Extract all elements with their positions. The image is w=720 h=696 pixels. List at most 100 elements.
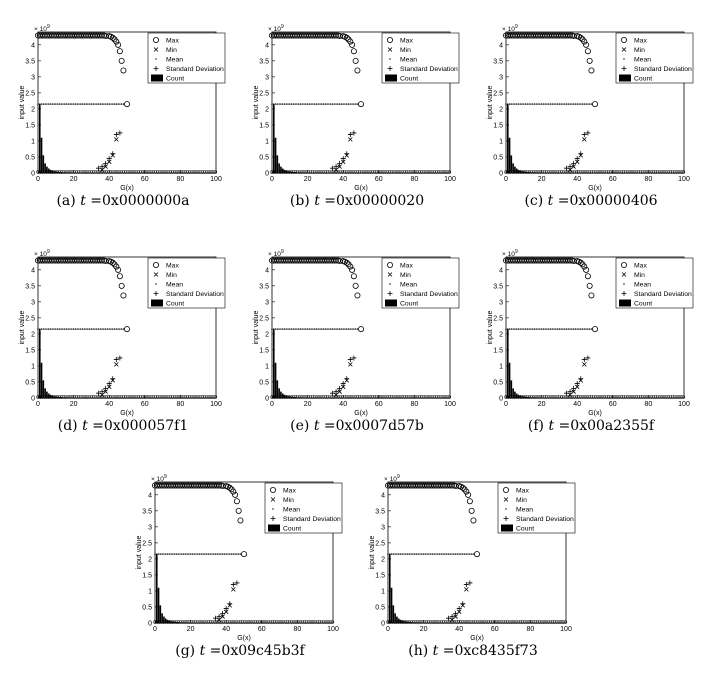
count-bar: [514, 391, 516, 398]
mean-marker: [46, 328, 48, 330]
max-marker: [433, 482, 440, 489]
std-series: [564, 355, 591, 396]
baseline-marker: [202, 395, 207, 399]
baseline-marker: [76, 170, 81, 174]
baseline-marker: [110, 170, 115, 174]
baseline-marker: [503, 620, 508, 624]
baseline-marker: [361, 395, 366, 399]
count-bar: [285, 170, 288, 173]
max-marker: [588, 292, 595, 299]
max-marker: [93, 257, 100, 264]
mean-marker: [335, 328, 337, 330]
legend-label: Max: [166, 38, 179, 45]
max-marker: [586, 57, 593, 64]
baseline-marker: [383, 395, 388, 399]
baseline-marker: [204, 170, 209, 174]
baseline-marker: [653, 170, 658, 174]
mean-marker: [99, 103, 102, 105]
baseline-marker: [127, 170, 132, 174]
baseline-marker: [244, 620, 249, 624]
mean-marker: [571, 103, 573, 105]
mean-marker: [155, 58, 157, 60]
mean-series: [271, 101, 365, 108]
mean-marker: [283, 328, 286, 330]
std-marker: [344, 151, 350, 157]
max-marker: [411, 482, 418, 489]
std-marker: [337, 385, 343, 391]
baseline-markers: [36, 395, 218, 399]
max-marker: [100, 32, 107, 39]
baseline-marker: [240, 620, 245, 624]
count-bar: [410, 622, 412, 623]
max-series: [268, 257, 361, 299]
baseline-marker: [527, 395, 532, 399]
mean-marker: [81, 328, 84, 330]
baseline-marker: [89, 395, 94, 399]
baseline-marker: [149, 170, 154, 174]
y-tick-label: 0: [265, 171, 269, 178]
max-marker: [536, 32, 543, 39]
mean-marker: [303, 103, 305, 105]
mean-marker: [83, 328, 85, 330]
y-exponent-label: × 10: [384, 476, 397, 483]
baseline-marker: [366, 395, 370, 399]
max-marker: [118, 57, 125, 64]
legend-label: Min: [166, 272, 177, 279]
baseline-markers: [36, 170, 218, 174]
baseline-marker: [189, 170, 194, 174]
baseline-marker: [465, 620, 469, 624]
mean-marker: [340, 103, 343, 105]
y-tick-label: 3: [381, 524, 385, 531]
baseline-marker: [447, 170, 452, 174]
mean-endpoint-marker: [474, 551, 481, 558]
max-series: [384, 482, 477, 524]
y-tick-label: 2.5: [493, 90, 503, 97]
baseline-marker: [664, 170, 669, 174]
baseline-marker: [408, 170, 413, 174]
std-marker: [330, 165, 336, 171]
caption-variable: t: [314, 193, 320, 209]
max-marker: [504, 257, 511, 264]
y-tick-label: 0.5: [259, 379, 269, 386]
mean-marker: [564, 103, 566, 105]
mean-marker: [576, 103, 578, 105]
max-marker: [519, 257, 526, 264]
max-marker: [295, 257, 302, 264]
max-marker: [207, 482, 214, 489]
max-marker: [270, 257, 277, 264]
y-tick-label: 1.5: [25, 122, 35, 129]
mean-marker: [67, 103, 69, 105]
mean-endpoint-marker: [358, 326, 365, 333]
baseline-marker: [585, 170, 590, 174]
mean-marker: [353, 103, 355, 105]
max-marker: [281, 32, 288, 39]
baseline-marker: [542, 395, 547, 399]
max-marker: [61, 32, 68, 39]
mean-marker: [85, 328, 87, 330]
x-tick-label: 80: [645, 401, 653, 408]
baseline-marker: [145, 395, 149, 399]
x-tick-label: 60: [491, 626, 499, 633]
baseline-marker: [475, 620, 480, 624]
max-marker: [302, 32, 309, 39]
max-marker: [232, 491, 239, 498]
caption-value: =0x09c45b3f: [205, 643, 305, 659]
baseline-marker: [212, 620, 217, 624]
max-marker: [43, 257, 50, 264]
mean-marker: [197, 553, 199, 555]
mean-marker: [521, 103, 523, 105]
mean-marker: [51, 103, 53, 105]
baseline-marker: [527, 170, 532, 174]
baseline-marker: [110, 395, 115, 399]
mean-marker: [324, 328, 327, 330]
y-tick-label: 3: [499, 299, 503, 306]
x-tick-label: 100: [678, 176, 690, 183]
chart-panel: 0 0.5 1 1.5 2 2.5 3 3.5 4 0 20 40 60 80 100 × 10 9 G(x) in…: [18, 225, 228, 435]
count-bar: [290, 396, 293, 398]
max-marker: [58, 257, 65, 264]
max-marker: [397, 482, 404, 489]
max-marker: [97, 32, 104, 39]
baseline-marker: [553, 395, 557, 399]
std-marker: [574, 156, 580, 162]
count-bar: [63, 397, 66, 398]
